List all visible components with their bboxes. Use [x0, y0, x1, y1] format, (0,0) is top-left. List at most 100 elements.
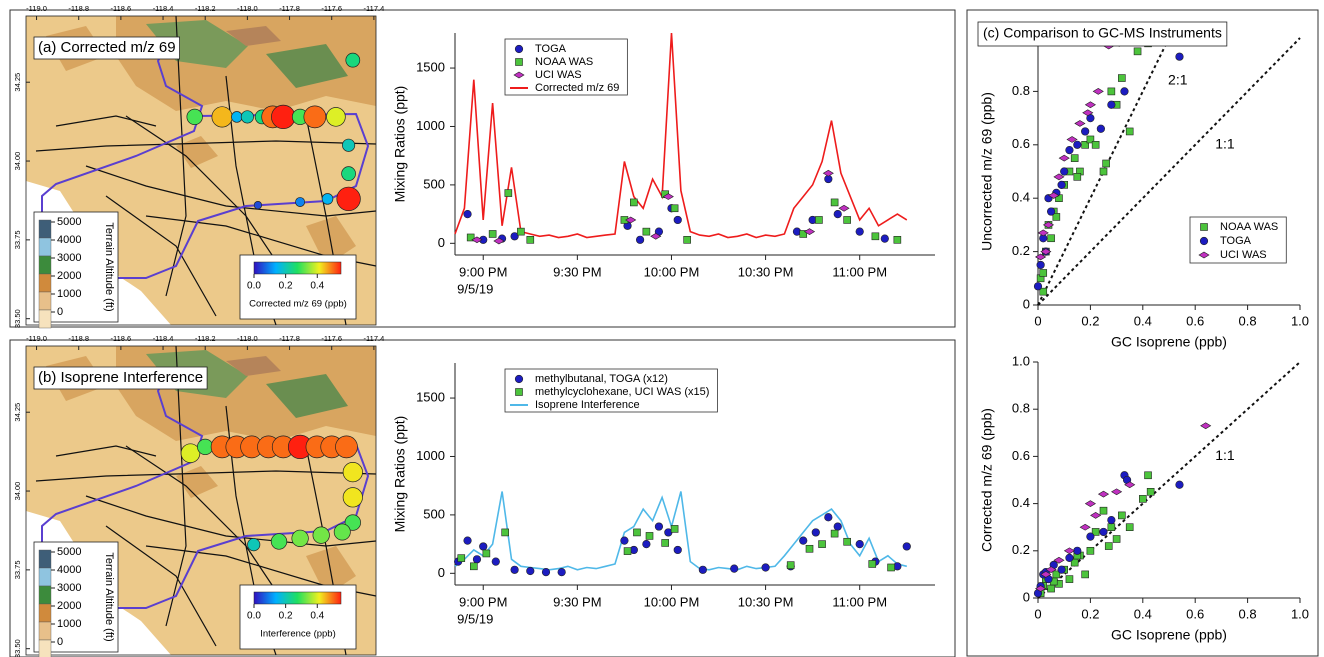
terrain-swatch — [39, 568, 51, 586]
x-tick-label: 0.4 — [1134, 606, 1152, 621]
marker — [515, 375, 523, 383]
x-tick-label: 0.2 — [1081, 606, 1099, 621]
x-tick-label: 1.0 — [1291, 606, 1309, 621]
marker — [1097, 125, 1105, 133]
marker — [1103, 160, 1110, 167]
marker — [1066, 576, 1073, 583]
terrain-label: 2000 — [57, 270, 81, 282]
legend-label: Corrected m/z 69 — [535, 82, 619, 94]
reference-label: 1:1 — [1215, 447, 1235, 463]
y-tick-label: 0 — [438, 565, 445, 580]
x-tick-sublabel: 9/5/19 — [457, 281, 493, 296]
marker — [671, 205, 678, 212]
x-tick-label: 0.8 — [1239, 313, 1257, 328]
marker — [516, 389, 523, 396]
marker — [1176, 481, 1184, 489]
marker — [819, 541, 826, 548]
x-tick-label: -117.6 — [321, 334, 342, 343]
colorbar-label: Interference (ppb) — [260, 629, 336, 640]
x-tick-label: -118.6 — [111, 334, 132, 343]
marker — [1113, 536, 1120, 543]
y-axis-label: Uncorrected m/z 69 (ppb) — [979, 92, 995, 251]
map-point — [292, 530, 309, 547]
x-tick-label: 0.4 — [1134, 313, 1152, 328]
marker — [505, 190, 512, 197]
marker — [1058, 181, 1066, 189]
y-tick-label: 33.75 — [13, 560, 22, 579]
legend-label: NOAA WAS — [535, 56, 593, 68]
marker — [1034, 283, 1042, 291]
y-tick-label: 0.2 — [1012, 243, 1030, 258]
legend: NOAA WASTOGAUCI WAS — [1190, 217, 1286, 263]
x-tick-label: 10:00 PM — [644, 264, 700, 279]
terrain-swatch — [39, 274, 51, 292]
y-tick-label: 500 — [423, 506, 445, 521]
y-tick-label: 0.8 — [1012, 401, 1030, 416]
map-point — [181, 444, 200, 463]
y-tick-label: 0.8 — [1012, 83, 1030, 98]
map-point — [337, 187, 361, 211]
marker — [464, 537, 472, 545]
marker — [517, 228, 524, 235]
marker — [834, 523, 842, 531]
marker — [856, 540, 864, 548]
colorbar — [254, 592, 341, 604]
marker — [1147, 488, 1154, 495]
marker — [844, 538, 851, 545]
marker — [1092, 141, 1099, 148]
marker — [1091, 512, 1101, 518]
y-tick-label: 33.50 — [13, 309, 22, 328]
map-point — [241, 111, 253, 123]
y-tick-label: 34.00 — [13, 152, 22, 171]
x-tick-label: -118.8 — [68, 4, 89, 13]
x-tick-label: -119.0 — [26, 4, 47, 13]
legend-label: Isoprene Interference — [535, 399, 640, 411]
terrain-swatch — [39, 238, 51, 256]
marker — [869, 560, 876, 567]
marker — [515, 45, 523, 53]
y-tick-label: 34.00 — [13, 482, 22, 501]
marker — [621, 537, 629, 545]
y-tick-label: 34.25 — [13, 403, 22, 422]
panel-title: (c) Comparison to GC-MS Instruments — [983, 25, 1222, 41]
map-point — [187, 109, 203, 125]
terrain-swatch — [39, 310, 51, 328]
marker — [542, 568, 550, 576]
y-tick-label: 0 — [1023, 589, 1030, 604]
map-title: (b) Isoprene Interference — [38, 369, 203, 386]
x-tick-label: -117.8 — [279, 4, 300, 13]
x-tick-label: 1.0 — [1291, 313, 1309, 328]
marker — [1082, 571, 1089, 578]
terrain-label: 4000 — [57, 234, 81, 246]
marker — [1060, 168, 1068, 176]
marker — [483, 550, 490, 557]
marker — [1080, 524, 1090, 530]
marker — [502, 529, 509, 536]
map-point — [271, 105, 295, 129]
terrain-label: 3000 — [57, 252, 81, 264]
marker — [1058, 566, 1066, 574]
legend-label: UCI WAS — [1220, 249, 1267, 261]
marker — [1040, 269, 1047, 276]
marker — [511, 566, 519, 574]
marker — [881, 235, 889, 243]
x-tick-label: -118.6 — [111, 4, 132, 13]
marker — [730, 565, 738, 573]
terrain-swatch — [39, 550, 51, 568]
marker — [1201, 224, 1208, 231]
marker — [492, 558, 500, 566]
x-tick-label: 11:00 PM — [832, 594, 887, 609]
marker — [831, 530, 838, 537]
x-tick-label: 11:00 PM — [832, 264, 887, 279]
colorbar-tick-label: 0.2 — [279, 281, 293, 292]
marker — [1093, 88, 1103, 94]
marker — [1105, 543, 1112, 550]
marker — [1064, 548, 1074, 554]
marker — [1066, 146, 1074, 154]
y-tick-label: 1000 — [416, 448, 445, 463]
marker — [1121, 88, 1129, 96]
terrain-swatch — [39, 292, 51, 310]
y-tick-label: 0 — [438, 235, 445, 250]
marker — [1085, 102, 1095, 108]
